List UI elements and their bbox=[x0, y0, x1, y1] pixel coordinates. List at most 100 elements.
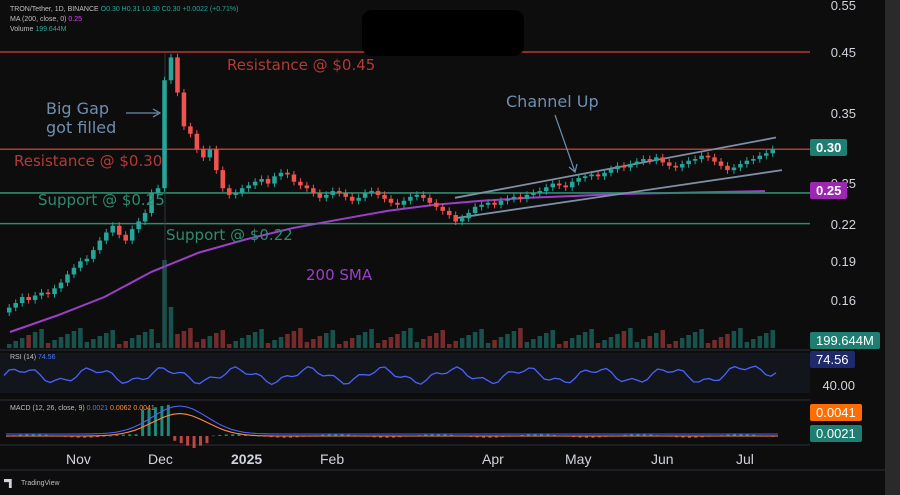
macd-histogram-bar bbox=[687, 436, 691, 438]
candle-body bbox=[446, 210, 452, 216]
volume-bar bbox=[647, 336, 653, 348]
volume-bar bbox=[298, 328, 303, 348]
volume-bar bbox=[71, 331, 77, 348]
volume-bar bbox=[569, 338, 575, 348]
macd-histogram-bar bbox=[83, 436, 87, 438]
volume-bar bbox=[317, 336, 323, 348]
candle-body bbox=[26, 297, 31, 300]
candle-body bbox=[608, 169, 614, 173]
volume-bar bbox=[259, 329, 264, 348]
macd-histogram-bar bbox=[179, 436, 183, 444]
macd-histogram-bar bbox=[675, 436, 679, 438]
candle-body bbox=[699, 155, 704, 160]
volume-bar bbox=[531, 339, 536, 348]
candle-body bbox=[259, 178, 264, 182]
macd-histogram-bar bbox=[38, 434, 42, 436]
candle-body bbox=[505, 198, 510, 201]
volume-bar bbox=[492, 340, 497, 348]
candle-body bbox=[563, 185, 568, 188]
macd-label: MACD (12, 26, close, 9) 0.0021 0.0062 0.… bbox=[10, 405, 155, 412]
candle-body bbox=[65, 274, 70, 283]
volume-bar bbox=[175, 334, 180, 348]
macd-histogram-bar bbox=[192, 436, 196, 448]
macd-histogram-bar bbox=[346, 434, 350, 436]
macd-histogram-bar bbox=[475, 436, 479, 438]
macd-histogram-bar bbox=[443, 434, 447, 436]
macd-histogram-bar bbox=[295, 436, 299, 438]
volume-bar bbox=[388, 337, 394, 348]
volume-bar bbox=[498, 337, 504, 348]
volume-bar bbox=[19, 338, 25, 348]
ma-price-badge: 0.25 bbox=[810, 182, 848, 199]
candle-body bbox=[201, 149, 206, 158]
macd-histogram-bar bbox=[630, 434, 634, 436]
candle-body bbox=[654, 157, 659, 161]
macd-histogram-bar bbox=[289, 436, 293, 438]
candle-body bbox=[129, 229, 135, 241]
volume-bar bbox=[621, 331, 627, 348]
volume-bar bbox=[97, 336, 103, 348]
candle-body bbox=[595, 174, 601, 177]
time-label: Jul bbox=[736, 451, 754, 467]
volume-bar bbox=[615, 334, 620, 348]
volume-bar bbox=[278, 337, 284, 348]
tradingview-logo-icon bbox=[4, 479, 12, 488]
volume-bar bbox=[770, 330, 776, 348]
macd-histogram-bar bbox=[166, 404, 170, 436]
volume-bar bbox=[123, 341, 128, 348]
volume-bar bbox=[634, 342, 640, 348]
macd-histogram-bar bbox=[186, 436, 190, 446]
volume-bar bbox=[712, 340, 717, 348]
candle-body bbox=[395, 202, 400, 205]
candle-body bbox=[375, 191, 381, 195]
big-gap-arrowhead bbox=[152, 108, 162, 118]
macd-histogram-bar bbox=[121, 434, 125, 436]
price-tick: 0.16 bbox=[830, 293, 856, 308]
volume-bar bbox=[446, 344, 452, 348]
candle-body bbox=[304, 185, 310, 189]
candle-body bbox=[628, 164, 633, 168]
rsi-badge: 74.56 bbox=[810, 351, 855, 368]
candle-body bbox=[194, 133, 200, 150]
candle-body bbox=[324, 194, 329, 198]
volume-bar bbox=[265, 343, 271, 348]
volume-bar bbox=[26, 335, 31, 348]
volume-bar bbox=[181, 331, 187, 348]
candle-body bbox=[369, 191, 374, 193]
macd-histogram-bar bbox=[25, 434, 29, 436]
legend-volume-row: Volume 199.644M bbox=[10, 26, 66, 33]
volume-bar bbox=[188, 328, 193, 348]
volume-bar bbox=[731, 331, 737, 348]
candle-body bbox=[45, 292, 51, 295]
macd-histogram-bar bbox=[70, 436, 74, 438]
macd-histogram-bar bbox=[527, 434, 531, 436]
volume-bar bbox=[744, 342, 750, 348]
annotation-200-sma: 200 SMA bbox=[306, 266, 373, 284]
rsi-band bbox=[0, 353, 810, 393]
tradingview-brand: TradingView bbox=[21, 480, 60, 487]
volume-bar bbox=[214, 333, 219, 348]
volume-bar bbox=[304, 342, 310, 348]
volume-bar bbox=[718, 337, 724, 348]
volume-bar bbox=[104, 333, 109, 348]
macd-histogram-bar bbox=[211, 435, 215, 437]
candle-body bbox=[19, 297, 25, 304]
macd-histogram-bar bbox=[218, 434, 222, 436]
candle-body bbox=[220, 170, 226, 189]
volume-bar bbox=[52, 340, 57, 348]
tradingview-logo[interactable]: TradingView bbox=[4, 479, 60, 488]
volume-bar bbox=[239, 338, 245, 348]
volume-bar bbox=[285, 334, 290, 348]
volume-bar bbox=[116, 344, 122, 348]
candle-body bbox=[485, 202, 491, 205]
candle-body bbox=[492, 202, 497, 205]
candle-body bbox=[84, 258, 90, 262]
volume-bar bbox=[349, 338, 355, 348]
volume-bar bbox=[427, 336, 433, 348]
volume-bar bbox=[375, 343, 381, 348]
candle-body bbox=[524, 194, 530, 199]
candle-body bbox=[136, 221, 141, 230]
macd-histogram-bar bbox=[237, 434, 241, 436]
